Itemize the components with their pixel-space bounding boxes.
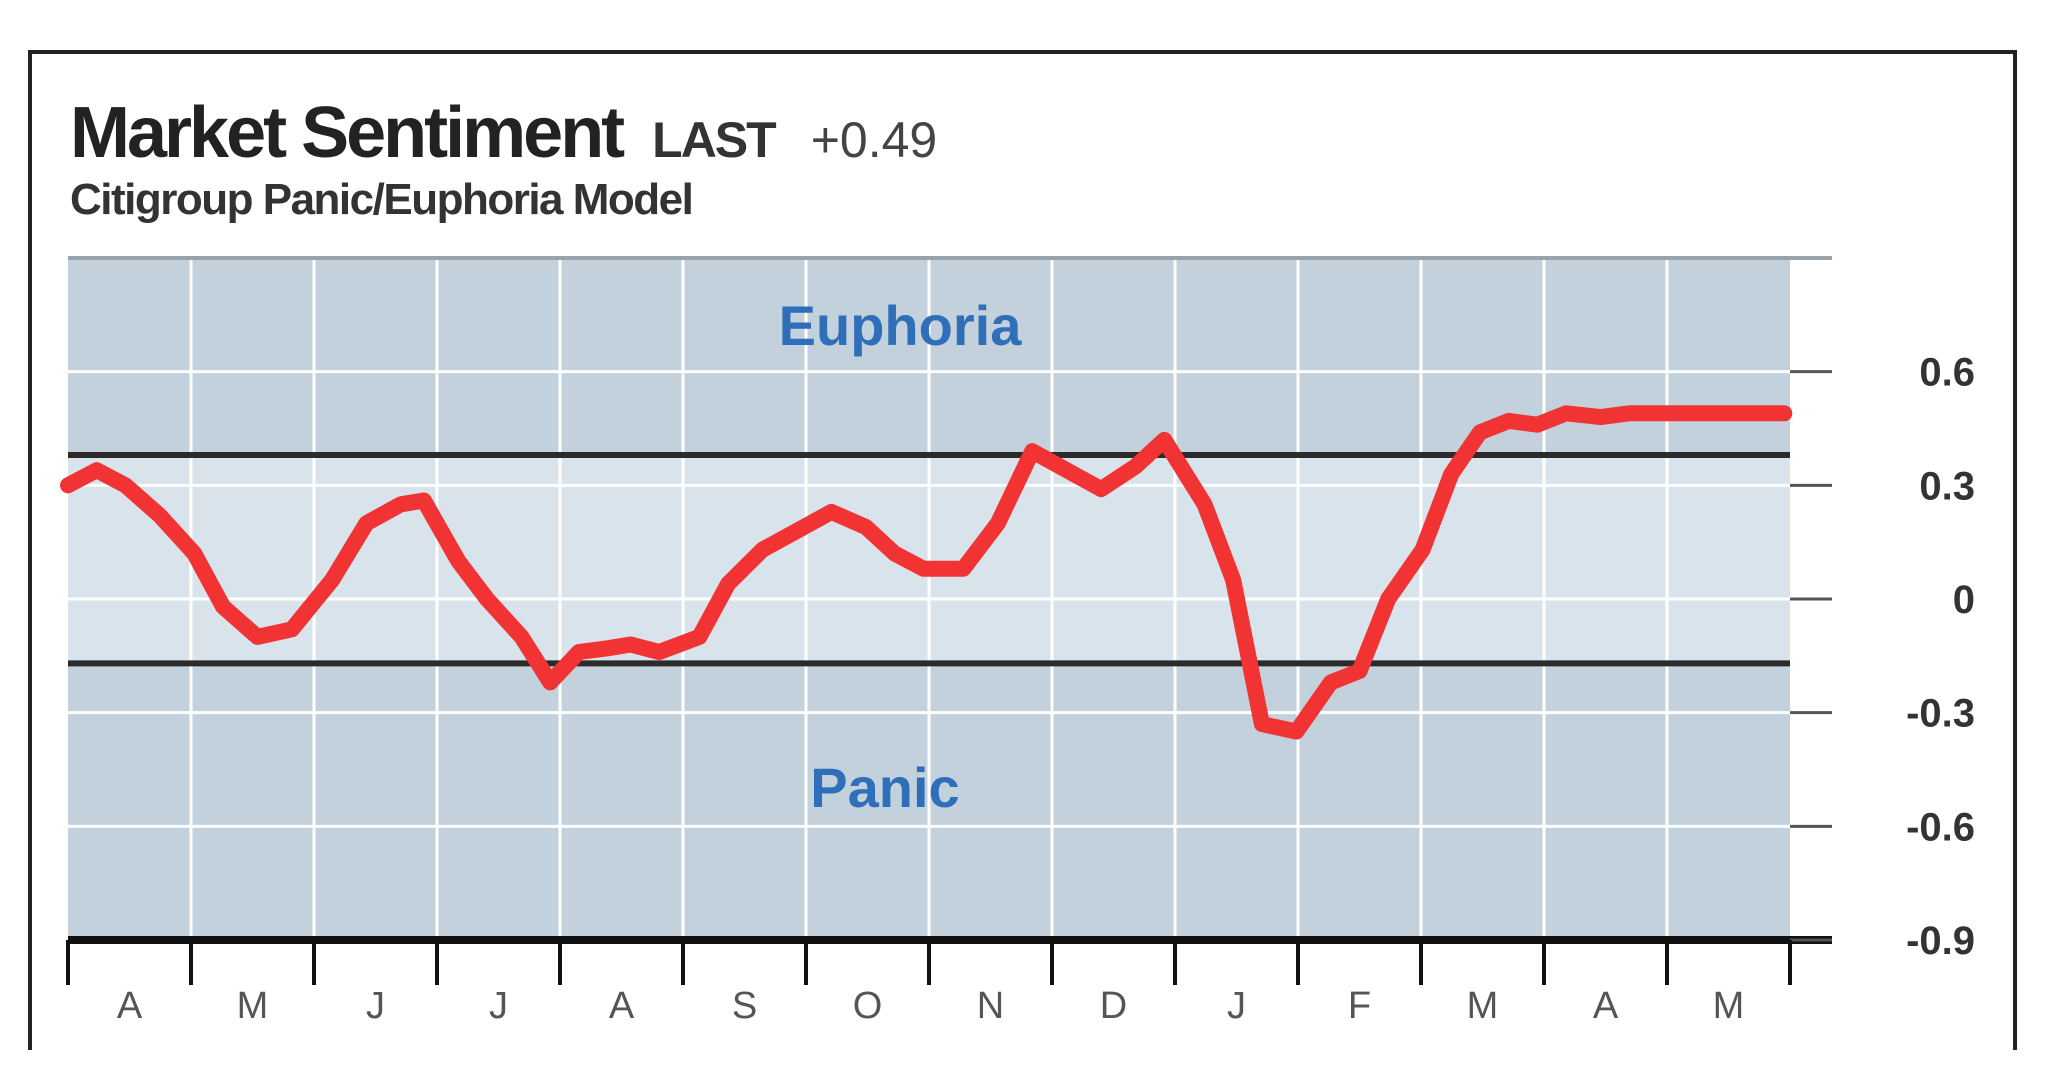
- x-tick-label: M: [1467, 985, 1499, 1027]
- x-tick-label: N: [977, 985, 1004, 1027]
- euphoria-zone-label: Euphoria: [779, 294, 1023, 357]
- x-tick-label: S: [732, 985, 757, 1027]
- axes: [68, 256, 1832, 944]
- x-tick-label: A: [117, 985, 143, 1027]
- x-tick-label: F: [1348, 985, 1371, 1027]
- series-group: [60, 405, 1793, 740]
- series-line-0: [60, 405, 1793, 740]
- x-tick-label: J: [1227, 985, 1246, 1027]
- y-tick-label: 0.3: [1919, 464, 1975, 508]
- chart-title: Market Sentiment: [70, 93, 625, 173]
- last-label: LAST: [652, 112, 777, 168]
- x-tick-label: D: [1100, 985, 1127, 1027]
- x-tick-label: A: [1593, 985, 1619, 1027]
- y-axis-ticks: 0.6 0.3 0 -0.3 -0.6 -0.9: [1790, 351, 1975, 963]
- x-tick-label: J: [366, 985, 385, 1027]
- x-tick-label: A: [609, 985, 635, 1027]
- last-value: +0.49: [810, 112, 938, 168]
- chart-frame: [28, 50, 2017, 1050]
- threshold-lines: [68, 452, 1790, 667]
- x-tick-label: M: [237, 985, 269, 1027]
- y-tick-label: -0.3: [1906, 692, 1975, 736]
- y-tick-label: -0.9: [1906, 919, 1975, 963]
- title-row: Market Sentiment LAST +0.49: [70, 92, 938, 173]
- x-tick-label: J: [489, 985, 508, 1027]
- panic-zone-label: Panic: [810, 756, 959, 819]
- y-tick-label: 0: [1953, 578, 1975, 622]
- y-tick-label: -0.6: [1906, 805, 1975, 849]
- x-tick-label: M: [1713, 985, 1745, 1027]
- chart-subtitle: Citigroup Panic/Euphoria Model: [70, 175, 694, 224]
- chart-grid: [68, 258, 1790, 940]
- y-tick-label: 0.6: [1919, 351, 1975, 395]
- x-tick-label: O: [853, 985, 883, 1027]
